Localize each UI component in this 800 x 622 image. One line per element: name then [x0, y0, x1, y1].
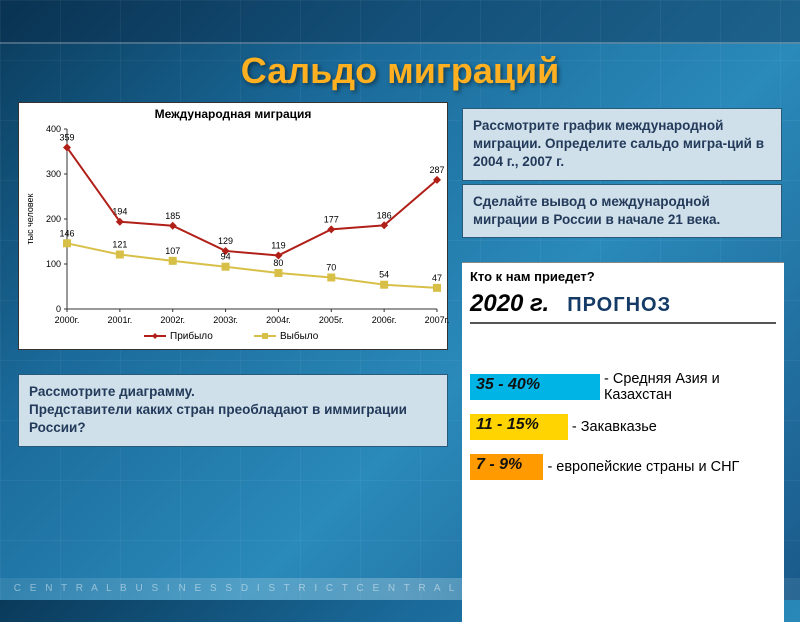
- migration-chart: Международная миграция 01002003004002000…: [18, 102, 448, 350]
- svg-text:177: 177: [324, 214, 339, 224]
- svg-text:107: 107: [165, 246, 180, 256]
- svg-text:2006г.: 2006г.: [372, 315, 397, 325]
- forecast-question: Кто к нам приедет?: [470, 269, 776, 284]
- svg-text:тыс человек: тыс человек: [25, 193, 35, 244]
- svg-text:200: 200: [46, 214, 61, 224]
- task-box-2: Сделайте вывод о международной миграции …: [462, 184, 782, 238]
- svg-text:300: 300: [46, 169, 61, 179]
- svg-text:47: 47: [432, 273, 442, 283]
- svg-text:Прибыло: Прибыло: [170, 330, 213, 342]
- svg-text:186: 186: [377, 210, 392, 220]
- svg-text:54: 54: [379, 270, 389, 280]
- svg-text:0: 0: [56, 304, 61, 314]
- forecast-bar: 35 - 40%- Средняя Азия и Казахстан: [470, 374, 776, 400]
- svg-text:2002г.: 2002г.: [160, 315, 185, 325]
- svg-text:359: 359: [59, 132, 74, 142]
- task-box-3: Рассмотрите диаграмму.Представители каки…: [18, 374, 448, 447]
- forecast-bar: 11 - 15%- Закавказье: [470, 414, 776, 440]
- svg-text:80: 80: [273, 258, 283, 268]
- task-box-1: Рассмотрите график международной миграци…: [462, 108, 782, 181]
- svg-text:146: 146: [59, 228, 74, 238]
- footer-strip: C E N T R A L B U S I N E S S D I S T R …: [0, 578, 800, 600]
- forecast-panel: Кто к нам приедет? 2020 г. ПРОГНОЗ 35 - …: [462, 262, 784, 622]
- svg-text:2001г.: 2001г.: [107, 315, 132, 325]
- forecast-label: ПРОГНОЗ: [567, 294, 671, 317]
- svg-text:287: 287: [429, 165, 444, 175]
- chart-title: Международная миграция: [19, 103, 447, 123]
- svg-text:121: 121: [112, 240, 127, 250]
- svg-text:129: 129: [218, 236, 233, 246]
- svg-text:Выбыло: Выбыло: [280, 330, 319, 342]
- svg-text:100: 100: [46, 259, 61, 269]
- svg-text:2004г.: 2004г.: [266, 315, 291, 325]
- svg-text:185: 185: [165, 211, 180, 221]
- svg-text:2005г.: 2005г.: [319, 315, 344, 325]
- svg-text:94: 94: [221, 252, 231, 262]
- svg-text:2003г.: 2003г.: [213, 315, 238, 325]
- svg-text:70: 70: [326, 263, 336, 273]
- forecast-year: 2020 г.: [470, 290, 549, 318]
- svg-text:2007г.: 2007г.: [425, 315, 449, 325]
- forecast-bar: 7 - 9%- европейские страны и СНГ: [470, 454, 776, 480]
- svg-text:119: 119: [271, 240, 285, 250]
- svg-text:2000г.: 2000г.: [55, 315, 80, 325]
